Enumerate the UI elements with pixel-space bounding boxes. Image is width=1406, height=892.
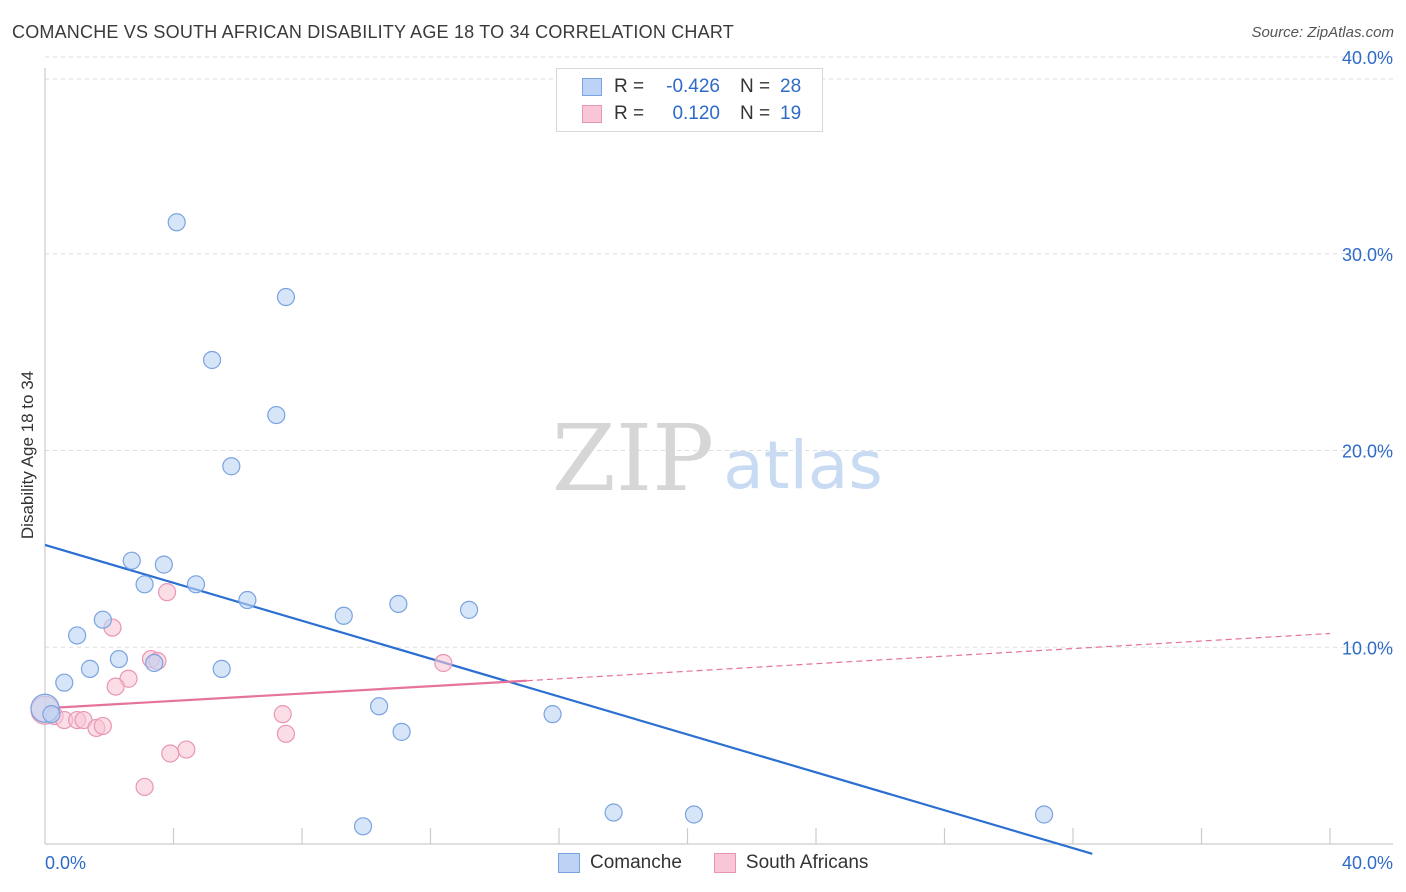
comanche-swatch	[582, 78, 602, 96]
x-tick-label: 40.0%	[1342, 853, 1393, 873]
comanche-trend-line	[44, 543, 1093, 855]
south-africans-point	[135, 777, 154, 797]
n-label: N =	[740, 103, 771, 124]
comanche-point	[543, 705, 562, 724]
correlation-legend: R = -0.426 N = 28 R = 0.120 N = 19	[556, 68, 823, 132]
y-tick-label: 10.0%	[1342, 638, 1393, 658]
comanche-point	[604, 803, 623, 822]
comanche-point	[135, 575, 154, 594]
south-africans-point	[157, 583, 177, 602]
legend-item-south-africans: South Africans	[713, 852, 869, 874]
comanche-point	[80, 659, 100, 678]
comanche-point	[334, 606, 353, 625]
trend-lines	[44, 543, 1331, 855]
comanche-point	[389, 594, 408, 614]
south-africans-point	[106, 677, 125, 696]
south-africans-point	[434, 653, 453, 673]
y-tick-label: 30.0%	[1342, 245, 1393, 265]
south-africans-swatch	[582, 105, 602, 123]
comanche-point	[122, 551, 141, 570]
r-label: R =	[614, 76, 645, 97]
axes	[44, 68, 1393, 845]
y-tick-label: 40.0%	[1342, 48, 1393, 68]
comanche-point	[392, 722, 411, 741]
r-value: -0.426	[666, 76, 720, 97]
comanche-point	[370, 697, 389, 716]
comanche-point	[167, 213, 186, 232]
tick-labels: 10.0% 20.0% 30.0% 40.0% 0.0% 40.0%	[45, 48, 1393, 873]
comanche-point	[202, 350, 222, 370]
comanche-label: Comanche	[590, 852, 682, 873]
comanche-point	[1034, 805, 1054, 824]
source-label: Source: ZipAtlas.com	[1251, 24, 1394, 41]
comanche-point	[109, 649, 128, 669]
south-africans-label: South Africans	[745, 852, 869, 873]
r-label: R =	[614, 103, 645, 124]
south-africans-point	[161, 744, 180, 763]
comanche-point	[154, 555, 173, 574]
comanche-swatch	[558, 853, 580, 873]
series-legend: Comanche South Africans	[558, 852, 900, 874]
south-africans-trend-extension	[526, 632, 1331, 682]
comanche-point	[186, 575, 206, 594]
south-africans-point	[93, 716, 112, 736]
watermark-atlas: atlas	[723, 427, 883, 504]
comanche-point	[353, 817, 373, 836]
watermark-zip: ZIP	[552, 405, 714, 512]
comanche-point	[684, 805, 704, 824]
comanche-point	[93, 610, 112, 629]
n-value: 28	[780, 76, 802, 97]
comanche-point	[212, 659, 231, 678]
comanche-point	[222, 457, 241, 476]
comanche-point	[459, 600, 479, 619]
y-tick-label: 20.0%	[1342, 442, 1393, 462]
comanche-point	[42, 705, 61, 724]
legend-item-comanche: Comanche	[558, 852, 682, 874]
x-tick-label: 0.0%	[45, 853, 86, 873]
chart-title: COMANCHE VS SOUTH AFRICAN DISABILITY AGE…	[12, 22, 734, 42]
south-africans-point	[276, 724, 296, 743]
r-value: 0.120	[672, 103, 720, 124]
south-africans-swatch	[713, 853, 736, 873]
comanche-point	[68, 626, 87, 645]
data-points	[30, 213, 1054, 836]
legend-row-south-africans: R = 0.120 N = 19	[582, 102, 801, 126]
n-value: 19	[780, 103, 802, 124]
comanche-point	[276, 287, 296, 307]
legend-row-comanche: R = -0.426 N = 28	[582, 75, 801, 99]
comanche-point	[145, 653, 164, 673]
comanche-point	[55, 673, 74, 692]
comanche-point	[267, 405, 286, 425]
n-label: N =	[740, 76, 771, 97]
south-africans-trend-line	[44, 679, 527, 710]
comanche-point	[238, 590, 257, 610]
south-africans-point	[273, 705, 292, 724]
grid-lines	[45, 56, 1393, 648]
south-africans-point	[177, 740, 196, 759]
